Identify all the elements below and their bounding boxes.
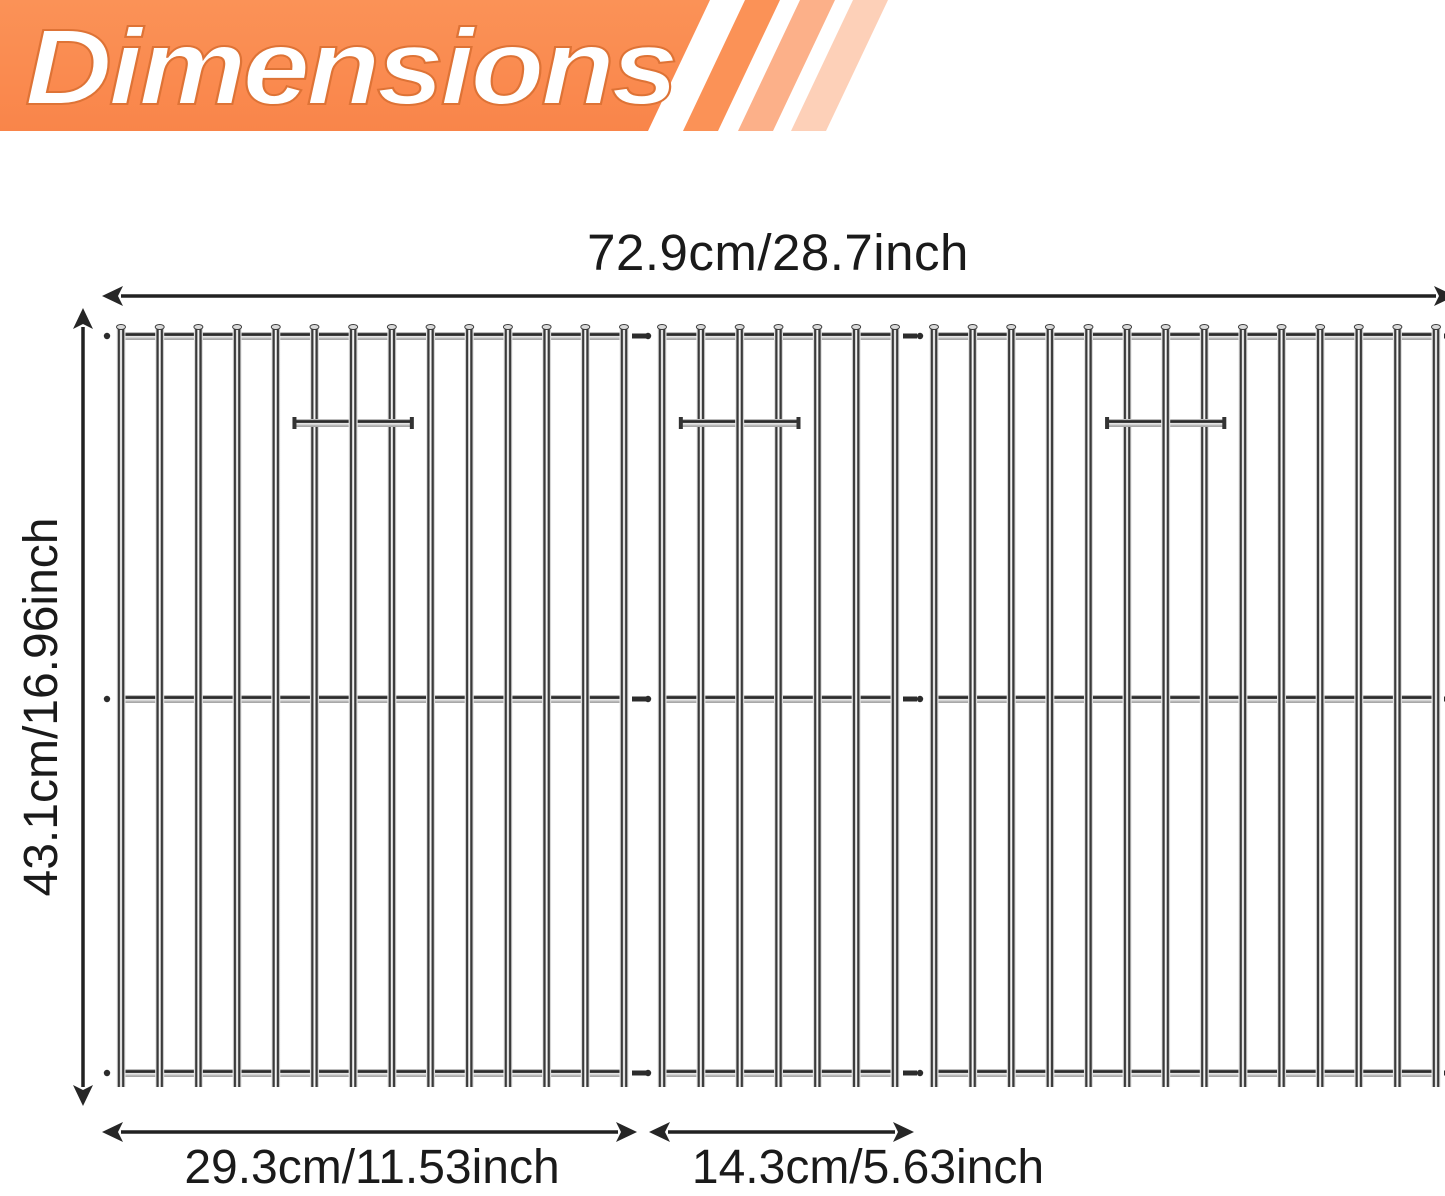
svg-text:29.3cm/11.53inch: 29.3cm/11.53inch (184, 1141, 559, 1194)
svg-text:14.3cm/5.63inch: 14.3cm/5.63inch (692, 1141, 1044, 1194)
svg-text:72.9cm/28.7inch: 72.9cm/28.7inch (587, 224, 969, 281)
svg-text:43.1cm/16.96inch: 43.1cm/16.96inch (15, 518, 68, 897)
